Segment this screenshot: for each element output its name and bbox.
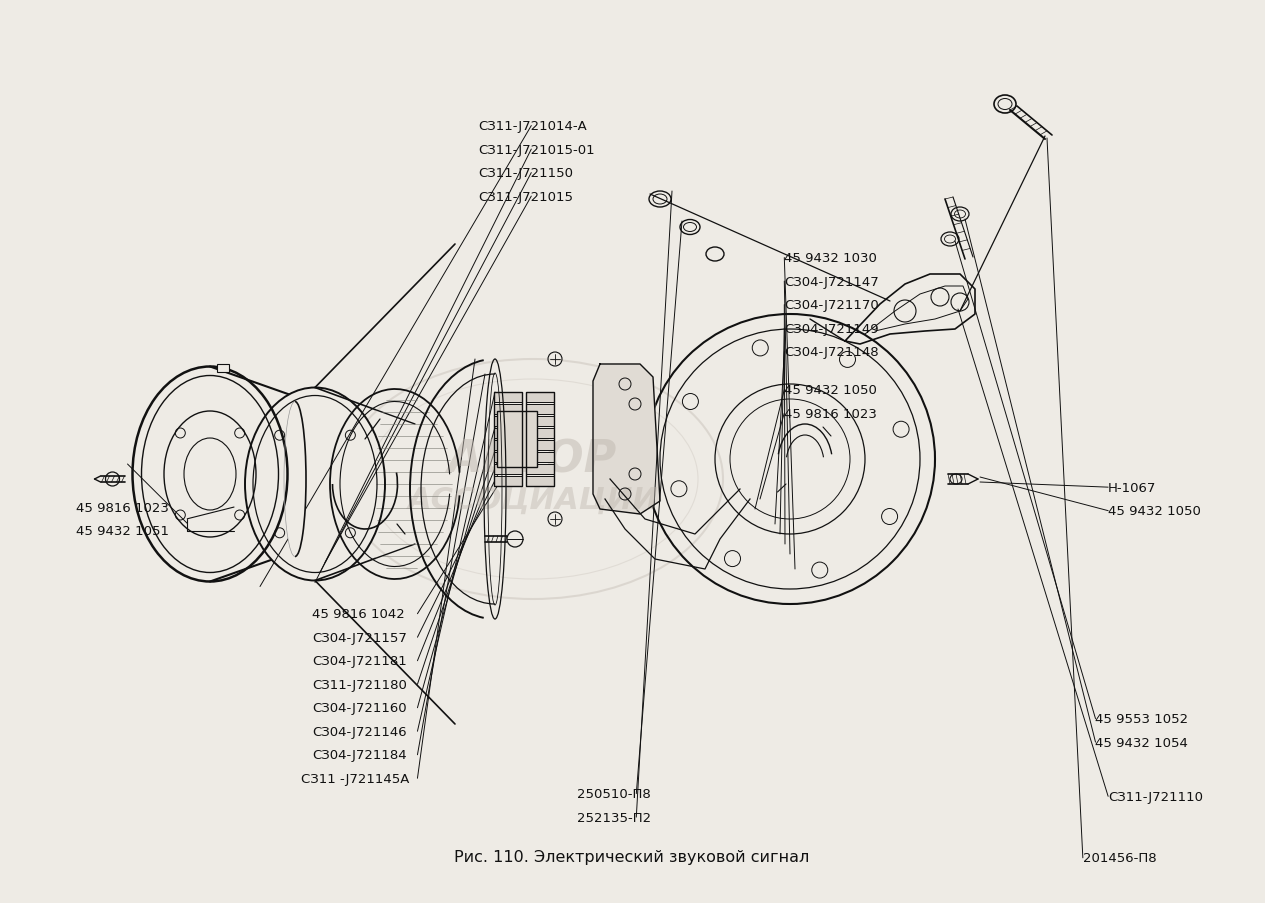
- Ellipse shape: [133, 368, 287, 582]
- Text: СЗ11-J721015-01: СЗ11-J721015-01: [478, 144, 595, 156]
- Text: СЗ04-J721181: СЗ04-J721181: [312, 655, 407, 667]
- Text: СЗ04-J721147: СЗ04-J721147: [784, 275, 879, 288]
- Text: 45 9553 1052: 45 9553 1052: [1095, 712, 1189, 725]
- Bar: [526, 393, 554, 487]
- Text: 45 9816 1023: 45 9816 1023: [76, 501, 168, 514]
- Text: 250510-П8: 250510-П8: [577, 787, 650, 800]
- Bar: [495, 393, 522, 487]
- Polygon shape: [593, 365, 660, 515]
- Text: 45 9816 1023: 45 9816 1023: [784, 407, 877, 420]
- Ellipse shape: [245, 388, 385, 581]
- Bar: [526, 452, 554, 462]
- Text: 45 9432 1050: 45 9432 1050: [784, 384, 877, 396]
- Bar: [495, 429, 522, 439]
- Bar: [495, 477, 522, 487]
- Text: АССОЦИАЦИИ: АССОЦИАЦИИ: [407, 485, 659, 514]
- Text: СЗ04-J721160: СЗ04-J721160: [312, 702, 407, 714]
- Bar: [526, 393, 554, 403]
- Text: СЗ04-J721148: СЗ04-J721148: [784, 346, 879, 358]
- Text: СЗ04-J721157: СЗ04-J721157: [312, 631, 407, 644]
- Text: СЗ11-J721180: СЗ11-J721180: [312, 678, 407, 691]
- Text: СЗ04-J721149: СЗ04-J721149: [784, 322, 879, 335]
- Bar: [495, 393, 522, 403]
- Bar: [526, 477, 554, 487]
- Text: СЗ11-J721014-А: СЗ11-J721014-А: [478, 120, 587, 133]
- Bar: [495, 464, 522, 474]
- Text: СЗ04-J721184: СЗ04-J721184: [312, 749, 407, 761]
- Bar: [497, 412, 538, 468]
- Bar: [495, 405, 522, 414]
- Text: 45 9816 1042: 45 9816 1042: [312, 608, 405, 620]
- Bar: [495, 416, 522, 426]
- Text: 45 9432 1030: 45 9432 1030: [784, 252, 877, 265]
- Text: АВТОР: АВТОР: [448, 438, 617, 481]
- Bar: [218, 365, 229, 373]
- Text: 45 9432 1054: 45 9432 1054: [1095, 736, 1188, 749]
- Text: 45 9432 1051: 45 9432 1051: [76, 525, 170, 537]
- Bar: [526, 429, 554, 439]
- Text: СЗ11-J721150: СЗ11-J721150: [478, 167, 573, 180]
- Text: Н-1067: Н-1067: [1108, 481, 1156, 494]
- Text: Рис. 110. Электрический звуковой сигнал: Рис. 110. Электрический звуковой сигнал: [454, 850, 810, 864]
- Bar: [495, 452, 522, 462]
- Text: СЗ04-J721146: СЗ04-J721146: [312, 725, 407, 738]
- Text: СЗ11 -J721145A: СЗ11 -J721145A: [301, 772, 410, 785]
- Bar: [495, 441, 522, 451]
- Bar: [526, 464, 554, 474]
- Bar: [526, 405, 554, 414]
- Text: СЗ04-J721170: СЗ04-J721170: [784, 299, 879, 312]
- Text: 252135-П2: 252135-П2: [577, 811, 651, 824]
- Text: СЗ11-J721015: СЗ11-J721015: [478, 191, 573, 203]
- Ellipse shape: [285, 402, 306, 557]
- Bar: [526, 441, 554, 451]
- Text: СЗ11-J721110: СЗ11-J721110: [1108, 790, 1203, 803]
- Bar: [526, 416, 554, 426]
- Text: 201456-П8: 201456-П8: [1083, 852, 1156, 864]
- Text: 45 9432 1050: 45 9432 1050: [1108, 505, 1200, 517]
